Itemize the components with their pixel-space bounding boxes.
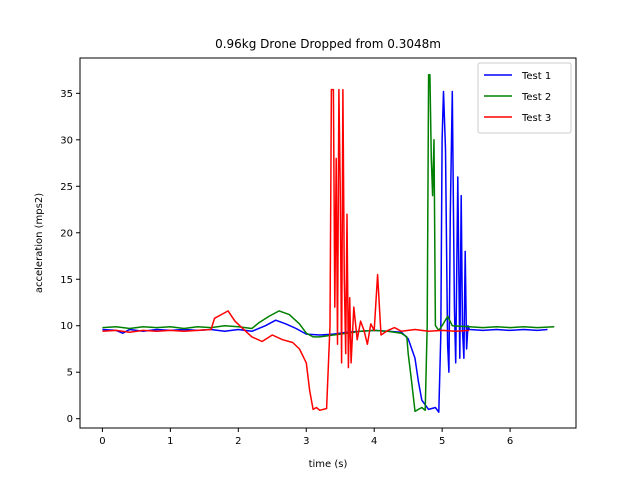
y-tick-label: 0 [67,414,73,425]
legend-label-test-1: Test 1 [521,71,551,82]
y-tick-label: 10 [60,321,73,332]
y-tick-label: 15 [60,275,73,286]
y-tick-label: 20 [60,228,73,239]
y-tick-label: 25 [60,182,73,193]
legend-box [477,62,572,134]
x-tick-label: 6 [507,436,513,447]
legend: Test 1 Test 2 Test 3 [477,62,572,134]
x-tick-label: 4 [371,436,377,447]
plot-area [79,57,577,429]
x-tick-label: 5 [439,436,445,447]
legend-label-test-2: Test 2 [521,92,551,103]
x-tick-label: 3 [303,436,309,447]
y-tick-label: 35 [60,89,73,100]
series-layer [102,73,555,413]
y-tick-label: 5 [67,368,73,379]
series-line-test-1 [102,90,548,413]
legend-label-test-3: Test 3 [521,113,551,124]
ticks-layer: 0 1 2 3 4 5 6 0 5 10 15 20 25 30 35 [60,89,513,447]
x-tick-label: 0 [99,436,105,447]
series-line-test-2 [102,73,555,413]
axes-frame [79,57,577,429]
series-line-test-3 [102,88,470,412]
x-tick-label: 1 [167,436,173,447]
x-tick-label: 2 [235,436,241,447]
y-axis-title: acceleration (mps2) [34,193,45,293]
y-tick-label: 30 [60,135,73,146]
chart-title: 0.96kg Drone Dropped from 0.3048m [215,37,441,51]
x-axis-title: time (s) [309,459,348,470]
